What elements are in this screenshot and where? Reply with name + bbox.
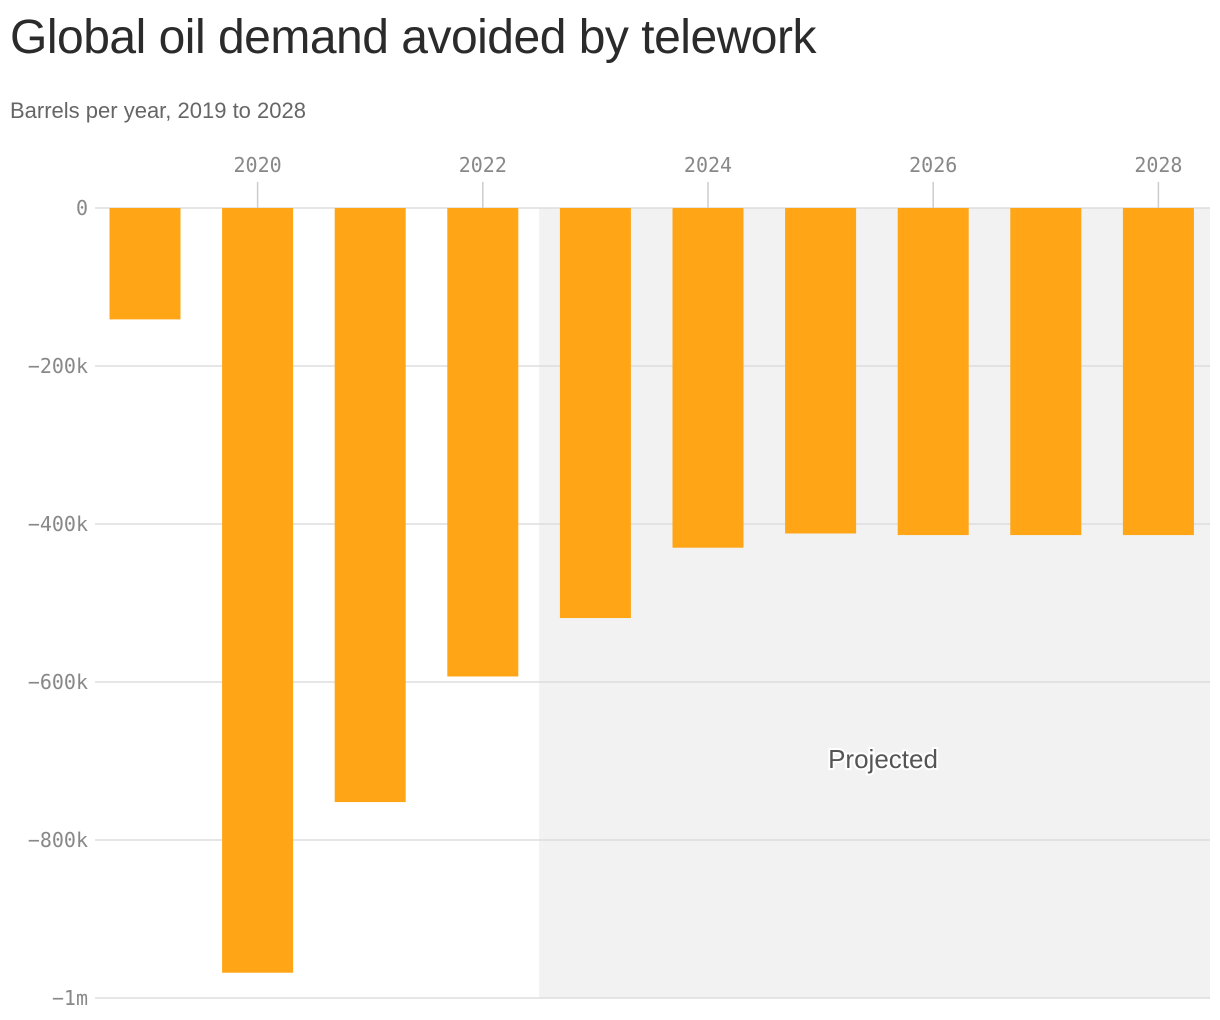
y-tick-label: −200k	[28, 354, 88, 378]
x-tick-label: 2028	[1134, 153, 1182, 177]
y-tick-label: −800k	[28, 828, 88, 852]
bar-2019	[109, 208, 181, 320]
axis-labels: 0 −200k −400k −600k −800k −1m 2020 2022 2024 2026…	[28, 153, 1183, 1010]
y-tick-label: 0	[76, 196, 88, 220]
x-tick-label: 2022	[459, 153, 507, 177]
y-tick-label: −600k	[28, 670, 88, 694]
projected-region	[539, 208, 1210, 998]
projected-shade	[539, 208, 1210, 998]
chart-subtitle: Barrels per year, 2019 to 2028	[10, 98, 306, 123]
bar-2022	[447, 208, 519, 677]
x-tick-label: 2024	[684, 153, 732, 177]
y-tick-label: −400k	[28, 512, 88, 536]
projected-label: Projected	[828, 744, 938, 774]
x-tick-label: 2020	[234, 153, 282, 177]
y-tick-label: −1m	[52, 986, 88, 1010]
x-tick-label: 2026	[909, 153, 957, 177]
bar-2026	[897, 208, 969, 536]
bar-2027	[1010, 208, 1082, 536]
bar-2020	[222, 208, 294, 973]
bar-2024	[672, 208, 744, 548]
bar-2028	[1122, 208, 1194, 536]
bar-2023	[559, 208, 631, 619]
bar-2025	[785, 208, 857, 534]
bars	[109, 208, 1194, 973]
chart-title: Global oil demand avoided by telework	[10, 11, 816, 64]
bar-2021	[334, 208, 406, 803]
